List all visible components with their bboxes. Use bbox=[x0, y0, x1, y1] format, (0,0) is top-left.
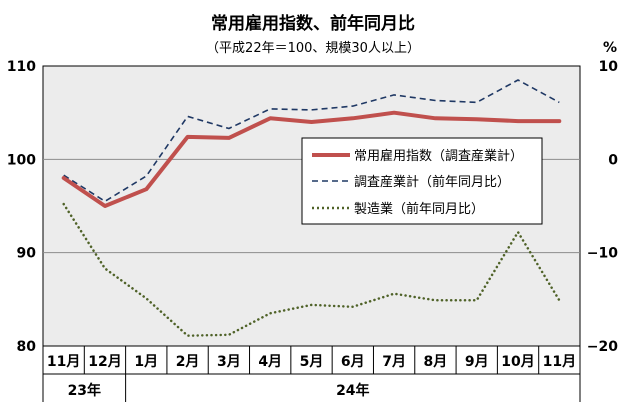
legend: 常用雇用指数（調査産業計） 調査産業計（前年同月比） 製造業（前年同月比） bbox=[301, 137, 543, 225]
legend-label-1: 調査産業計（前年同月比） bbox=[354, 174, 510, 190]
series-1-point bbox=[146, 175, 148, 177]
left-tick-label: 90 bbox=[17, 246, 37, 262]
month-label: 10月 bbox=[501, 354, 534, 370]
right-tick-label: 0 bbox=[608, 152, 618, 168]
series-0-point bbox=[559, 120, 561, 122]
legend-label-0: 常用雇用指数（調査産業計） bbox=[354, 148, 523, 164]
month-label: 1月 bbox=[134, 354, 158, 370]
legend-label-2: 製造業（前年同月比） bbox=[354, 201, 484, 217]
series-1-point bbox=[269, 108, 271, 110]
month-label: 11月 bbox=[47, 354, 80, 370]
series-1-point bbox=[63, 174, 65, 176]
series-2-point bbox=[311, 304, 313, 306]
month-label: 7月 bbox=[382, 354, 406, 370]
series-0-point bbox=[435, 118, 437, 120]
month-label: 12月 bbox=[88, 354, 121, 370]
series-1-point bbox=[393, 94, 395, 96]
series-2-point bbox=[146, 298, 148, 300]
year-label: 23年 bbox=[68, 382, 101, 399]
series-1-point bbox=[517, 79, 519, 81]
series-0-point bbox=[517, 120, 519, 122]
series-0-point bbox=[104, 205, 106, 207]
series-2-point bbox=[187, 335, 189, 337]
series-0-point bbox=[63, 177, 65, 179]
right-axis-ticks: −20 −10 0 10 bbox=[587, 59, 618, 355]
right-axis-unit: % bbox=[603, 40, 617, 56]
x-axis-table: 11月 12月 1月 2月 3月 4月 5月 6月 7月 8月 9月 10月 11月 23年 24年 bbox=[42, 346, 581, 402]
series-0-point bbox=[352, 118, 354, 120]
year-label: 24年 bbox=[336, 382, 369, 399]
left-tick-label: 110 bbox=[7, 59, 36, 75]
series-0-point bbox=[311, 121, 313, 123]
series-0-point bbox=[187, 136, 189, 138]
series-2-point bbox=[559, 300, 561, 302]
right-tick-label: −10 bbox=[587, 246, 618, 262]
series-2-point bbox=[228, 334, 230, 336]
series-0-point bbox=[269, 118, 271, 120]
left-tick-label: 80 bbox=[17, 339, 37, 355]
series-0-point bbox=[476, 118, 478, 120]
left-tick-label: 100 bbox=[7, 152, 36, 168]
series-2-point bbox=[63, 203, 65, 205]
series-2-point bbox=[517, 231, 519, 233]
series-line-0 bbox=[61, 110, 562, 208]
chart-title: 常用雇用指数、前年同月比 bbox=[211, 13, 415, 34]
series-2-point bbox=[352, 306, 354, 308]
series-1-point bbox=[187, 116, 189, 118]
month-label: 5月 bbox=[300, 354, 324, 370]
series-1-point bbox=[352, 105, 354, 107]
series-1-point bbox=[559, 102, 561, 104]
right-tick-label: −20 bbox=[587, 339, 618, 355]
series-0-point bbox=[393, 112, 395, 114]
month-label: 2月 bbox=[176, 354, 200, 370]
series-1-point bbox=[435, 100, 437, 102]
series-2-point bbox=[476, 300, 478, 302]
series-0-point bbox=[146, 188, 148, 190]
month-label: 3月 bbox=[217, 354, 241, 370]
series-0-point bbox=[228, 137, 230, 139]
right-tick-label: 10 bbox=[599, 59, 619, 75]
series-1-point bbox=[228, 128, 230, 130]
month-label: 9月 bbox=[465, 354, 489, 370]
month-label: 8月 bbox=[424, 354, 448, 370]
month-label: 4月 bbox=[258, 354, 282, 370]
series-1-point bbox=[476, 102, 478, 104]
series-line-2 bbox=[62, 202, 561, 337]
chart-subtitle: （平成22年＝100、規模30人以上） bbox=[206, 41, 420, 56]
series-1-point bbox=[311, 109, 313, 111]
left-axis-ticks: 80 90 100 110 bbox=[7, 59, 36, 355]
series-2-point bbox=[435, 300, 437, 302]
series-2-point bbox=[269, 313, 271, 315]
month-label: 6月 bbox=[341, 354, 365, 370]
series-2-point bbox=[104, 268, 106, 270]
month-label: 11月 bbox=[543, 354, 576, 370]
series-1-point bbox=[104, 201, 106, 203]
series-2-point bbox=[393, 293, 395, 295]
series-lines bbox=[61, 79, 562, 337]
